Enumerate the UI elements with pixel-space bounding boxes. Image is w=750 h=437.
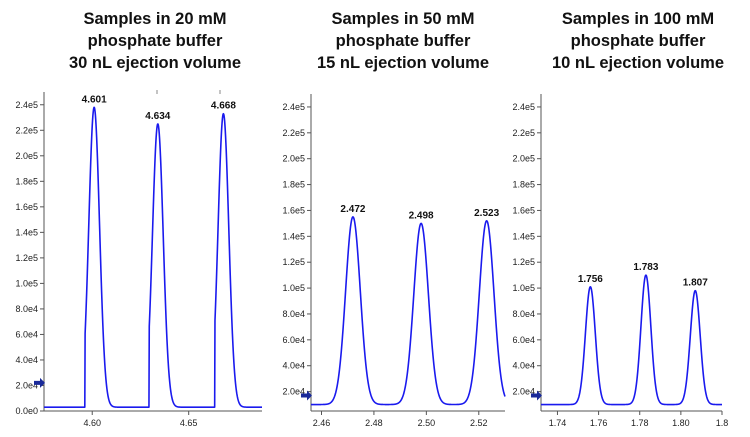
y-tick-label: 1.2e5: [15, 253, 38, 263]
title-line: phosphate buffer: [87, 32, 223, 50]
y-tick-label: 1.0e5: [512, 283, 535, 293]
title-line: Samples in 20 mM: [83, 10, 227, 28]
x-tick-label: 1.80: [672, 418, 690, 428]
chromatogram-trace: [43, 106, 263, 408]
y-tick-label: 6.0e4: [512, 335, 535, 345]
x-tick-label: 1.74: [549, 418, 567, 428]
y-tick-label: 1.0e5: [15, 278, 38, 288]
chart-panel-0: 0.0e0 2.0e4 4.0e4 6.0e4 8.0e4 1.0e5 1.2e5 1.4e5…: [15, 90, 263, 428]
baseline-arrow-icon: [301, 390, 312, 401]
x-tick-label: 2.48: [365, 418, 383, 428]
y-tick-label: 2.4e5: [282, 102, 305, 112]
baseline-arrow-icon: [34, 377, 45, 388]
y-tick-label: 1.6e5: [512, 205, 535, 215]
title-line: 15 nL ejection volume: [316, 54, 490, 72]
chromatogram-trace: [310, 216, 506, 406]
peak-label: 1.783: [633, 262, 658, 273]
title-line: phosphate buffer: [335, 32, 471, 50]
peak-label: 2.472: [340, 204, 365, 215]
y-tick-label: 4.0e4: [282, 361, 305, 371]
y-tick-label: 1.4e5: [512, 231, 535, 241]
y-tick-label: 2.4e5: [15, 100, 38, 110]
peak-label: 4.668: [211, 101, 236, 112]
y-tick-label: 6.0e4: [282, 335, 305, 345]
y-tick-label: 2.0e4: [282, 387, 305, 397]
y-tick-label: 2.2e5: [15, 125, 38, 135]
peak-label: 2.523: [474, 208, 499, 219]
y-tick-label: 1.8e5: [282, 180, 305, 190]
y-tick-label: 4.0e4: [512, 361, 535, 371]
y-tick-label: 1.4e5: [282, 231, 305, 241]
y-tick-label: 2.4e5: [512, 102, 535, 112]
y-tick-label: 0.0e0: [15, 406, 38, 416]
chromatogram-trace: [540, 274, 723, 406]
y-tick-label: 8.0e4: [282, 309, 305, 319]
y-tick-label: 2.0e4: [512, 387, 535, 397]
chart-panel-1: 2.0e4 4.0e4 6.0e4 8.0e4 1.0e5 1.2e5 1.4e5 1.6e5…: [282, 94, 506, 428]
x-tick-label: 2.50: [418, 418, 436, 428]
y-tick-label: 6.0e4: [15, 329, 38, 339]
y-tick-label: 1.2e5: [512, 257, 535, 267]
baseline-arrow-icon: [531, 390, 542, 401]
y-tick-label: 8.0e4: [512, 309, 535, 319]
y-tick-label: 1.4e5: [15, 227, 38, 237]
y-tick-label: 1.8e5: [15, 176, 38, 186]
x-tick-label: 1.76: [590, 418, 608, 428]
panel-title-100mm: Samples in 100 mM phosphate buffer 10 nL…: [518, 8, 750, 74]
panel-title-20mm: Samples in 20 mM phosphate buffer 30 nL …: [35, 8, 275, 74]
x-tick-label: 2.46: [313, 418, 331, 428]
peak-label: 4.634: [145, 111, 170, 122]
panel-title-50mm: Samples in 50 mM phosphate buffer 15 nL …: [283, 8, 523, 74]
peak-label: 1.807: [683, 278, 708, 289]
title-line: phosphate buffer: [570, 32, 706, 50]
y-tick-label: 1.8e5: [512, 180, 535, 190]
title-line: Samples in 100 mM: [561, 10, 715, 28]
x-tick-label: 1.8: [716, 418, 729, 428]
title-line: 30 nL ejection volume: [68, 54, 242, 72]
peak-label: 4.601: [82, 94, 107, 105]
chart-panel-2: 2.0e4 4.0e4 6.0e4 8.0e4 1.0e5 1.2e5 1.4e5 1.6e5…: [512, 94, 728, 428]
y-tick-label: 2.2e5: [282, 128, 305, 138]
x-tick-label: 4.65: [180, 418, 198, 428]
x-tick-label: 2.52: [470, 418, 488, 428]
x-tick-label: 1.78: [631, 418, 649, 428]
y-tick-label: 2.0e5: [512, 154, 535, 164]
y-tick-label: 2.0e4: [15, 380, 38, 390]
peak-label: 2.498: [409, 210, 434, 221]
title-line: Samples in 50 mM: [331, 10, 475, 28]
y-tick-label: 8.0e4: [15, 304, 38, 314]
y-tick-label: 1.6e5: [15, 202, 38, 212]
y-tick-label: 1.0e5: [282, 283, 305, 293]
y-tick-label: 4.0e4: [15, 355, 38, 365]
y-tick-label: 2.0e5: [282, 154, 305, 164]
y-tick-label: 1.2e5: [282, 257, 305, 267]
title-line: 10 nL ejection volume: [551, 54, 725, 72]
y-tick-label: 2.0e5: [15, 151, 38, 161]
y-tick-label: 2.2e5: [512, 128, 535, 138]
peak-label: 1.756: [578, 274, 603, 285]
x-tick-label: 4.60: [83, 418, 101, 428]
y-tick-label: 1.6e5: [282, 205, 305, 215]
